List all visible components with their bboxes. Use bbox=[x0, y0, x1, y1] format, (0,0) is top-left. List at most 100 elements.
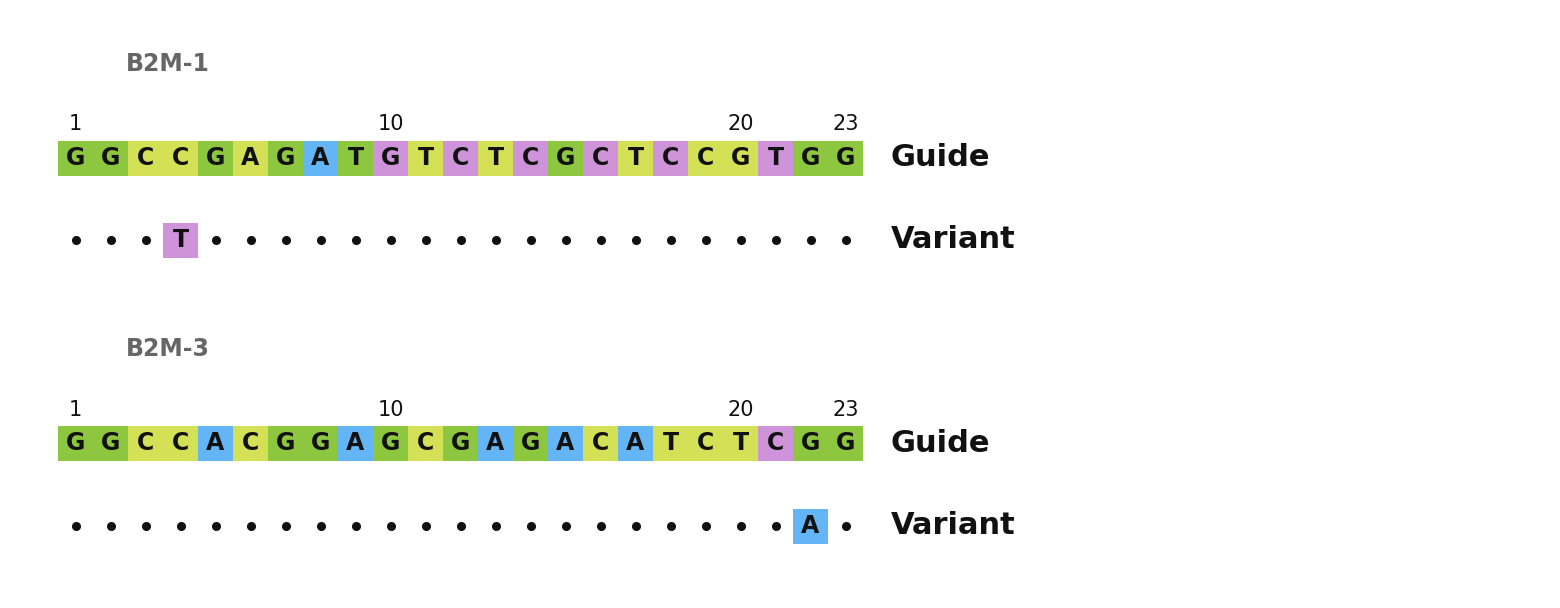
Text: G: G bbox=[276, 146, 295, 170]
FancyBboxPatch shape bbox=[722, 426, 758, 460]
Text: 1: 1 bbox=[69, 399, 83, 420]
FancyBboxPatch shape bbox=[688, 426, 722, 460]
FancyBboxPatch shape bbox=[792, 140, 828, 176]
Text: T: T bbox=[173, 228, 189, 252]
FancyBboxPatch shape bbox=[548, 140, 583, 176]
Text: T: T bbox=[733, 431, 749, 455]
Text: G: G bbox=[836, 146, 855, 170]
Text: A: A bbox=[206, 431, 225, 455]
Text: A: A bbox=[312, 146, 329, 170]
Text: C: C bbox=[697, 431, 714, 455]
Text: C: C bbox=[768, 431, 785, 455]
FancyBboxPatch shape bbox=[339, 426, 373, 460]
FancyBboxPatch shape bbox=[443, 140, 477, 176]
Text: Guide: Guide bbox=[891, 143, 991, 173]
FancyBboxPatch shape bbox=[828, 426, 863, 460]
Text: 1: 1 bbox=[69, 114, 83, 134]
FancyBboxPatch shape bbox=[162, 223, 198, 258]
Text: C: C bbox=[523, 146, 540, 170]
Text: 10: 10 bbox=[378, 114, 404, 134]
FancyBboxPatch shape bbox=[548, 426, 583, 460]
Text: Variant: Variant bbox=[891, 226, 1016, 255]
FancyBboxPatch shape bbox=[128, 140, 162, 176]
Text: A: A bbox=[557, 431, 574, 455]
Text: T: T bbox=[418, 146, 434, 170]
Text: C: C bbox=[591, 431, 608, 455]
FancyBboxPatch shape bbox=[409, 426, 443, 460]
Text: A: A bbox=[487, 431, 504, 455]
Text: C: C bbox=[661, 146, 679, 170]
Text: C: C bbox=[137, 431, 154, 455]
Text: C: C bbox=[137, 146, 154, 170]
Text: C: C bbox=[697, 146, 714, 170]
FancyBboxPatch shape bbox=[618, 140, 654, 176]
Text: G: G bbox=[730, 146, 750, 170]
FancyBboxPatch shape bbox=[443, 426, 477, 460]
Text: G: G bbox=[101, 146, 120, 170]
FancyBboxPatch shape bbox=[94, 140, 128, 176]
FancyBboxPatch shape bbox=[128, 426, 162, 460]
FancyBboxPatch shape bbox=[198, 140, 232, 176]
FancyBboxPatch shape bbox=[303, 140, 339, 176]
FancyBboxPatch shape bbox=[758, 140, 792, 176]
FancyBboxPatch shape bbox=[828, 140, 863, 176]
Text: 10: 10 bbox=[378, 399, 404, 420]
FancyBboxPatch shape bbox=[792, 426, 828, 460]
Text: G: G bbox=[310, 431, 331, 455]
FancyBboxPatch shape bbox=[198, 426, 232, 460]
FancyBboxPatch shape bbox=[373, 140, 409, 176]
FancyBboxPatch shape bbox=[688, 140, 722, 176]
Text: G: G bbox=[381, 431, 401, 455]
FancyBboxPatch shape bbox=[722, 140, 758, 176]
Text: G: G bbox=[800, 431, 821, 455]
FancyBboxPatch shape bbox=[513, 140, 548, 176]
Text: Guide: Guide bbox=[891, 429, 991, 457]
FancyBboxPatch shape bbox=[654, 426, 688, 460]
Text: T: T bbox=[663, 431, 679, 455]
FancyBboxPatch shape bbox=[758, 426, 792, 460]
FancyBboxPatch shape bbox=[232, 140, 268, 176]
FancyBboxPatch shape bbox=[654, 140, 688, 176]
Text: A: A bbox=[627, 431, 644, 455]
FancyBboxPatch shape bbox=[513, 426, 548, 460]
FancyBboxPatch shape bbox=[477, 426, 513, 460]
FancyBboxPatch shape bbox=[58, 426, 94, 460]
Text: 23: 23 bbox=[831, 114, 858, 134]
Text: 20: 20 bbox=[727, 114, 753, 134]
Text: G: G bbox=[66, 146, 86, 170]
FancyBboxPatch shape bbox=[477, 140, 513, 176]
Text: A: A bbox=[802, 514, 819, 538]
FancyBboxPatch shape bbox=[409, 140, 443, 176]
Text: G: G bbox=[451, 431, 470, 455]
Text: T: T bbox=[627, 146, 644, 170]
FancyBboxPatch shape bbox=[618, 426, 654, 460]
Text: G: G bbox=[836, 431, 855, 455]
Text: 23: 23 bbox=[831, 399, 858, 420]
Text: G: G bbox=[555, 146, 576, 170]
FancyBboxPatch shape bbox=[373, 426, 409, 460]
FancyBboxPatch shape bbox=[339, 140, 373, 176]
Text: G: G bbox=[206, 146, 225, 170]
FancyBboxPatch shape bbox=[162, 140, 198, 176]
Text: C: C bbox=[242, 431, 259, 455]
Text: C: C bbox=[172, 146, 189, 170]
FancyBboxPatch shape bbox=[162, 426, 198, 460]
FancyBboxPatch shape bbox=[58, 140, 94, 176]
FancyBboxPatch shape bbox=[583, 140, 618, 176]
FancyBboxPatch shape bbox=[303, 426, 339, 460]
Text: G: G bbox=[276, 431, 295, 455]
Text: B2M-3: B2M-3 bbox=[126, 337, 211, 361]
Text: G: G bbox=[101, 431, 120, 455]
Text: C: C bbox=[417, 431, 434, 455]
Text: T: T bbox=[348, 146, 363, 170]
Text: C: C bbox=[591, 146, 608, 170]
Text: T: T bbox=[487, 146, 504, 170]
Text: B2M-1: B2M-1 bbox=[126, 52, 211, 76]
Text: G: G bbox=[800, 146, 821, 170]
FancyBboxPatch shape bbox=[268, 426, 303, 460]
Text: A: A bbox=[346, 431, 365, 455]
Text: 20: 20 bbox=[727, 399, 753, 420]
FancyBboxPatch shape bbox=[232, 426, 268, 460]
Text: C: C bbox=[172, 431, 189, 455]
FancyBboxPatch shape bbox=[792, 508, 828, 544]
